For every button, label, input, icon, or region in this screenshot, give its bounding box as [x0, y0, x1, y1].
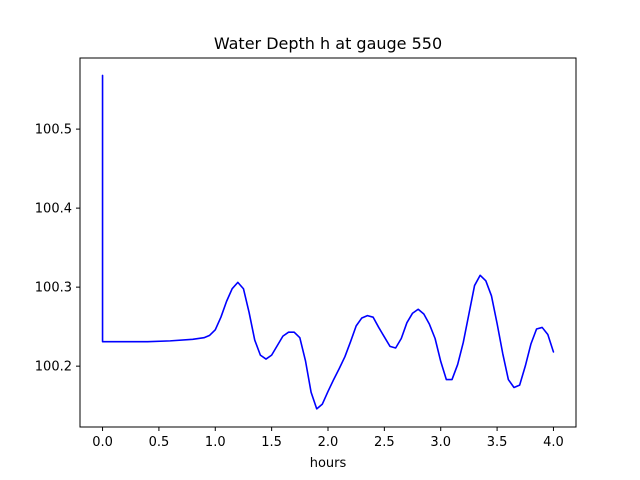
x-tick-label: 3.0 — [430, 435, 451, 450]
x-tick-label: 3.5 — [487, 435, 508, 450]
x-axis-ticks: 0.0 0.5 1.0 1.5 2.0 2.5 3.0 3.5 4.0 — [92, 427, 564, 450]
x-tick-label: 4.0 — [543, 435, 564, 450]
x-tick-label: 2.5 — [374, 435, 395, 450]
x-tick-label: 0.5 — [149, 435, 170, 450]
x-axis-label: hours — [310, 456, 347, 471]
x-tick-label: 2.0 — [318, 435, 339, 450]
chart-title: Water Depth h at gauge 550 — [214, 34, 442, 53]
axes-frame — [79, 57, 577, 428]
y-tick-label: 100.5 — [35, 123, 72, 138]
series-line-0 — [101, 74, 555, 410]
y-tick-label: 100.2 — [35, 360, 72, 375]
x-tick-label: 1.5 — [261, 435, 282, 450]
x-tick-label: 1.0 — [205, 435, 226, 450]
y-axis-ticks: 100.2 100.3 100.4 100.5 — [35, 123, 80, 375]
y-tick-label: 100.4 — [35, 202, 72, 217]
x-tick-label: 0.0 — [92, 435, 113, 450]
plot-area — [101, 74, 555, 410]
y-tick-label: 100.3 — [35, 281, 72, 296]
